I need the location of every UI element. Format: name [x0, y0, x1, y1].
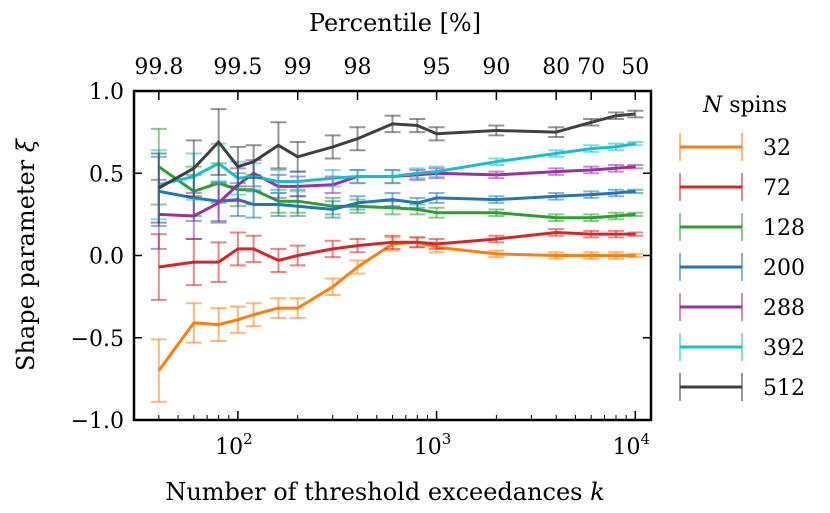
legend: 32 72 128 200 288 392 512	[679, 133, 805, 401]
errorbar-32-0	[150, 338, 167, 403]
legend-label-128: 128	[763, 216, 805, 241]
x-axis-title: Number of threshold exceedances k	[165, 478, 604, 506]
series-512	[150, 108, 644, 224]
legend-title-var: N	[702, 93, 723, 118]
legend-item-32: 32	[679, 133, 791, 161]
y-axis-title-var: ξ	[12, 137, 40, 152]
legend-title-text: spins	[729, 93, 787, 118]
x-axis-title-text: Number of threshold exceedances	[165, 478, 582, 506]
series-line-72	[158, 231, 636, 269]
x-tick-label-1: 103	[414, 430, 452, 460]
legend-item-128: 128	[679, 213, 805, 241]
top-tick-label-2: 99	[284, 55, 312, 80]
top-tick-label-0: 99.8	[134, 55, 183, 80]
top-axis-title: Percentile [%]	[309, 9, 481, 37]
legend-label-200: 200	[763, 256, 805, 281]
legend-label-512: 512	[763, 376, 805, 401]
top-tick-label-1: 99.5	[213, 55, 262, 80]
y-tick-label-0: 1.0	[89, 80, 124, 105]
axis-layer: 1.0 0.5 0.0 −0.5 −1.0 102 103 104 99.8 99.5 99 98 95…	[71, 55, 651, 460]
legend-swatch-32	[679, 133, 743, 161]
legend-swatch-72	[679, 173, 743, 201]
legend-label-72: 72	[763, 176, 791, 201]
legend-title: N spins	[702, 93, 787, 118]
series-line-200	[158, 189, 636, 211]
legend-item-200: 200	[679, 253, 805, 281]
series-72	[150, 228, 644, 301]
top-tick-label-6: 80	[542, 55, 570, 80]
legend-label-32: 32	[763, 136, 791, 161]
y-tick-label-2: 0.0	[89, 245, 124, 270]
x-tick-label-0: 102	[215, 430, 253, 460]
series-line-32	[157, 240, 636, 372]
x-axis-title-var: k	[590, 478, 605, 506]
y-axis-title-text: Shape parameter	[12, 159, 40, 371]
legend-item-512: 512	[679, 373, 805, 401]
top-tick-label-8: 50	[621, 55, 649, 80]
x-tick-label-2: 104	[612, 430, 650, 460]
top-tick-label-3: 98	[344, 55, 372, 80]
legend-swatch-128	[679, 213, 743, 241]
y-tick-label-3: −0.5	[71, 327, 124, 352]
y-tick-label-4: −1.0	[71, 409, 124, 434]
legend-item-392: 392	[679, 333, 805, 361]
series-layer	[150, 108, 644, 403]
legend-item-288: 288	[679, 293, 805, 321]
legend-label-288: 288	[763, 296, 805, 321]
legend-label-392: 392	[763, 336, 805, 361]
legend-swatch-200	[679, 253, 743, 281]
series-32	[150, 236, 644, 403]
series-line-512	[158, 112, 636, 190]
top-tick-label-5: 90	[482, 55, 510, 80]
legend-swatch-288	[679, 293, 743, 321]
legend-swatch-512	[679, 373, 743, 401]
top-tick-label-7: 70	[577, 55, 605, 80]
legend-swatch-392	[679, 333, 743, 361]
top-tick-label-4: 95	[423, 55, 451, 80]
legend-item-72: 72	[679, 173, 791, 201]
y-axis-title: Shape parameter ξ	[12, 137, 40, 371]
series-line-392	[158, 142, 636, 187]
y-tick-label-1: 0.5	[89, 162, 124, 187]
